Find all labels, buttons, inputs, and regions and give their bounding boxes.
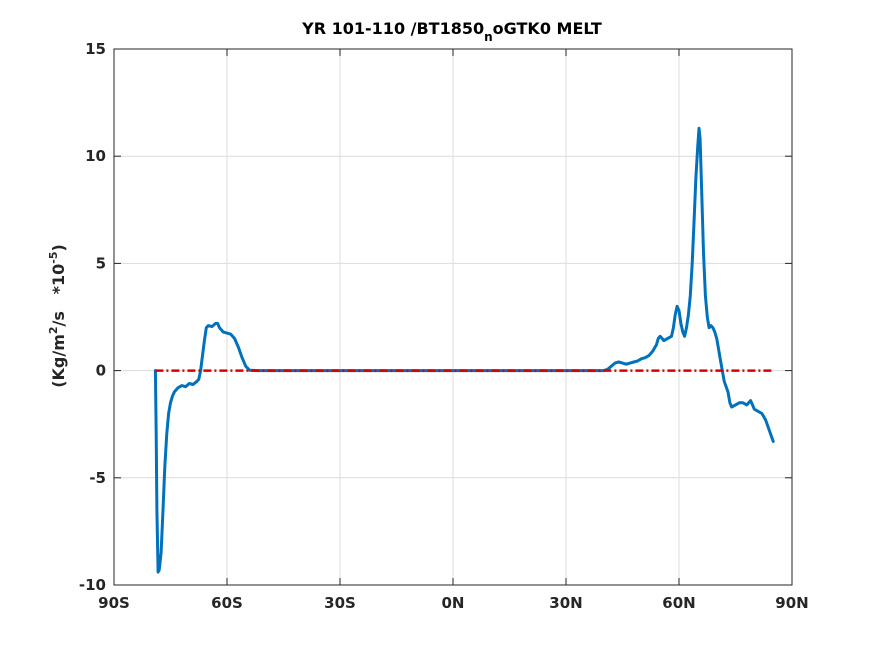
y-tick-label: -5 [89,469,106,487]
y-tick-label: 10 [85,147,106,165]
melt-series-line [153,126,775,574]
tick-marks [113,48,793,586]
x-tick-label: 60N [662,594,695,612]
x-tick-label: 90N [775,594,808,612]
x-tick-label: 0N [442,594,465,612]
x-tick-label: 60S [211,594,243,612]
data-series [153,126,775,574]
x-tick-label: 30N [549,594,582,612]
y-tick-label: -10 [79,576,106,594]
y-tick-label: 15 [85,40,106,58]
x-tick-label: 30S [324,594,356,612]
y-tick-label: 5 [96,254,106,272]
x-tick-labels: 90S 60S 30S 0N 30N 60N 90N [98,594,809,612]
y-tick-label: 0 [96,362,106,380]
x-tick-label: 90S [98,594,130,612]
y-axis-label: (Kg/m2/s *10-5) [47,244,68,388]
y-tick-labels: -10 -5 0 5 10 15 [79,40,106,594]
chart-title: YR 101-110 /BT1850noGTK0 MELT [301,19,602,44]
